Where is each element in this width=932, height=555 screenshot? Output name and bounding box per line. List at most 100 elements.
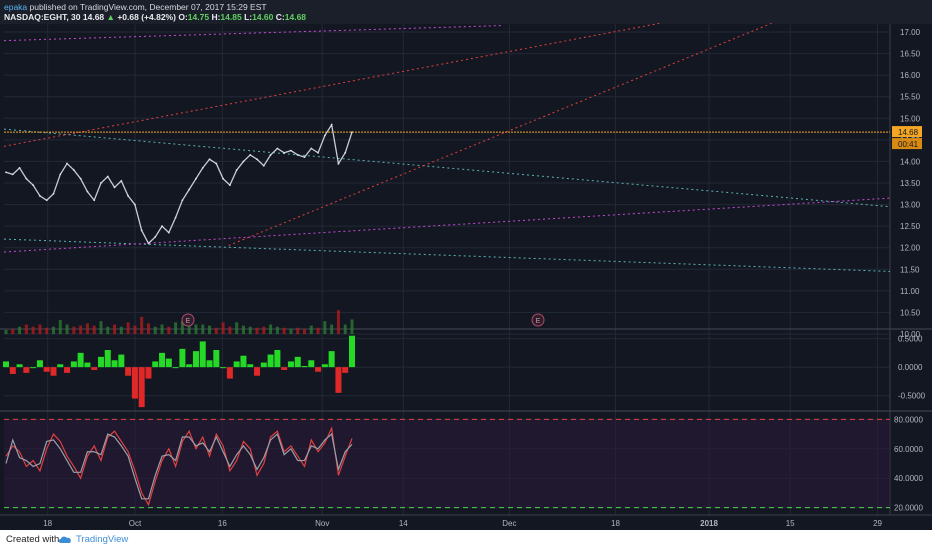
oscillator-bar-43: [294, 356, 301, 368]
volume-bar-43: [296, 327, 300, 334]
oscillator-series: [3, 335, 355, 408]
oscillator-bar-14: [97, 356, 104, 368]
oscillator-bar-33: [226, 367, 233, 379]
volume-bar-30: [208, 325, 212, 334]
time-tick-1: Oct: [129, 519, 142, 528]
price-point-34: [235, 169, 238, 171]
earnings-marker-0: [181, 313, 195, 327]
stoch-band: [4, 419, 890, 508]
volume-bar-46: [316, 327, 320, 334]
volume-bar-8: [58, 320, 62, 334]
oscillator-bar-19: [131, 367, 138, 399]
stochastic-line-0: [5, 426, 353, 507]
osc-tick-1: 0.0000: [898, 363, 923, 372]
stoch-tick-3: 20.0000: [894, 504, 923, 513]
volume-bar-31: [214, 327, 218, 334]
time-tick-2: 16: [218, 519, 227, 528]
price-point-50: [344, 151, 347, 154]
price-point-36: [249, 154, 252, 156]
price-point-46: [317, 151, 319, 154]
price-point-28: [195, 177, 197, 180]
price-tick-1: 16.50: [900, 50, 921, 59]
earnings-marker-label-1: E: [536, 318, 541, 325]
footer: Created with TradingView: [0, 530, 932, 550]
published-text: published on TradingView.com, December 0…: [27, 2, 267, 12]
earnings-marker-1: [531, 313, 545, 327]
volume-bar-2: [18, 326, 22, 334]
price-point-2: [18, 167, 21, 169]
price-point-6: [45, 199, 48, 202]
oscillator-bar-44: [301, 366, 308, 368]
trendline-cyan-dotted-upper: [3, 128, 891, 208]
price-point-44: [303, 156, 306, 159]
oscillator-bar-12: [84, 362, 91, 368]
oscillator-bar-39: [267, 354, 274, 368]
oscillator-bar-37: [254, 367, 261, 376]
time-tick-3: Nov: [315, 519, 329, 528]
volume-bar-42: [289, 328, 293, 334]
axes: 17.0016.5016.0015.5015.0014.5014.0013.50…: [43, 28, 925, 528]
volume-bar-19: [133, 325, 137, 334]
oscillator-bar-22: [152, 361, 159, 368]
price-point-21: [147, 242, 150, 245]
oscillator-bar-40: [274, 350, 281, 368]
oscillator-bar-18: [125, 367, 132, 376]
oscillator-bar-48: [328, 351, 335, 368]
price-point-1: [11, 173, 14, 176]
close-label: C:: [275, 12, 285, 22]
time-tick-0: 18: [43, 519, 52, 528]
oscillator-bar-0: [3, 361, 9, 368]
stoch-tick-2: 40.0000: [894, 474, 923, 483]
oscillator-bar-46: [315, 367, 322, 372]
up-triangle-icon: ▲: [106, 12, 115, 22]
price-tick-9: 12.50: [900, 222, 921, 231]
oscillator-bar-36: [247, 364, 254, 368]
volume-bar-25: [174, 322, 178, 334]
author-link[interactable]: epaka: [4, 2, 28, 12]
oscillator-bar-28: [192, 351, 199, 368]
price-tick-6: 14.00: [900, 157, 921, 166]
price-point-16: [113, 186, 116, 189]
price-tick-3: 15.50: [900, 93, 921, 102]
price-point-40: [276, 147, 279, 150]
oscillator-bar-21: [145, 367, 152, 379]
last-price-tag-text: 14.68: [898, 128, 919, 137]
osc-tick-0: 0.5000: [898, 335, 923, 344]
volume-bar-28: [194, 324, 198, 334]
low-label: L:: [244, 12, 253, 22]
oscillator-bar-30: [206, 360, 213, 368]
price-point-51: [351, 131, 353, 133]
oscillator-bar-47: [321, 364, 328, 368]
price-point-25: [174, 216, 177, 219]
symbol-label[interactable]: NASDAQ:EGHT, 30: [4, 12, 81, 22]
volume-bar-18: [126, 322, 130, 334]
price-point-33: [228, 184, 231, 187]
price-point-17: [120, 179, 123, 182]
oscillator-bar-27: [186, 364, 193, 368]
volume-bar-49: [336, 310, 340, 334]
price-tick-2: 16.00: [900, 71, 921, 80]
price-point-42: [290, 149, 292, 152]
volume-bar-37: [255, 327, 259, 334]
volume-bar-23: [160, 324, 164, 334]
volume-bar-40: [275, 326, 279, 334]
created-with-text: Created with: [6, 534, 60, 545]
price-point-14: [100, 182, 102, 184]
last-price-tag: [892, 126, 922, 138]
volume-bar-15: [106, 326, 110, 334]
oscillator-bar-5: [36, 360, 43, 368]
volume-bar-9: [65, 324, 69, 334]
price-point-38: [262, 164, 265, 167]
change-value: +0.68 (+4.82%): [117, 12, 176, 22]
tradingview-logo-link[interactable]: TradingView: [76, 534, 129, 545]
price-point-32: [222, 177, 224, 180]
volume-bar-16: [113, 324, 117, 334]
oscillator-bar-49: [335, 367, 342, 393]
oscillator-bar-9: [64, 367, 71, 373]
volume-bar-24: [167, 326, 171, 334]
volume-bar-22: [153, 326, 157, 334]
price-point-30: [208, 158, 211, 161]
price-point-0: [5, 171, 7, 174]
volume-bar-41: [282, 327, 286, 334]
